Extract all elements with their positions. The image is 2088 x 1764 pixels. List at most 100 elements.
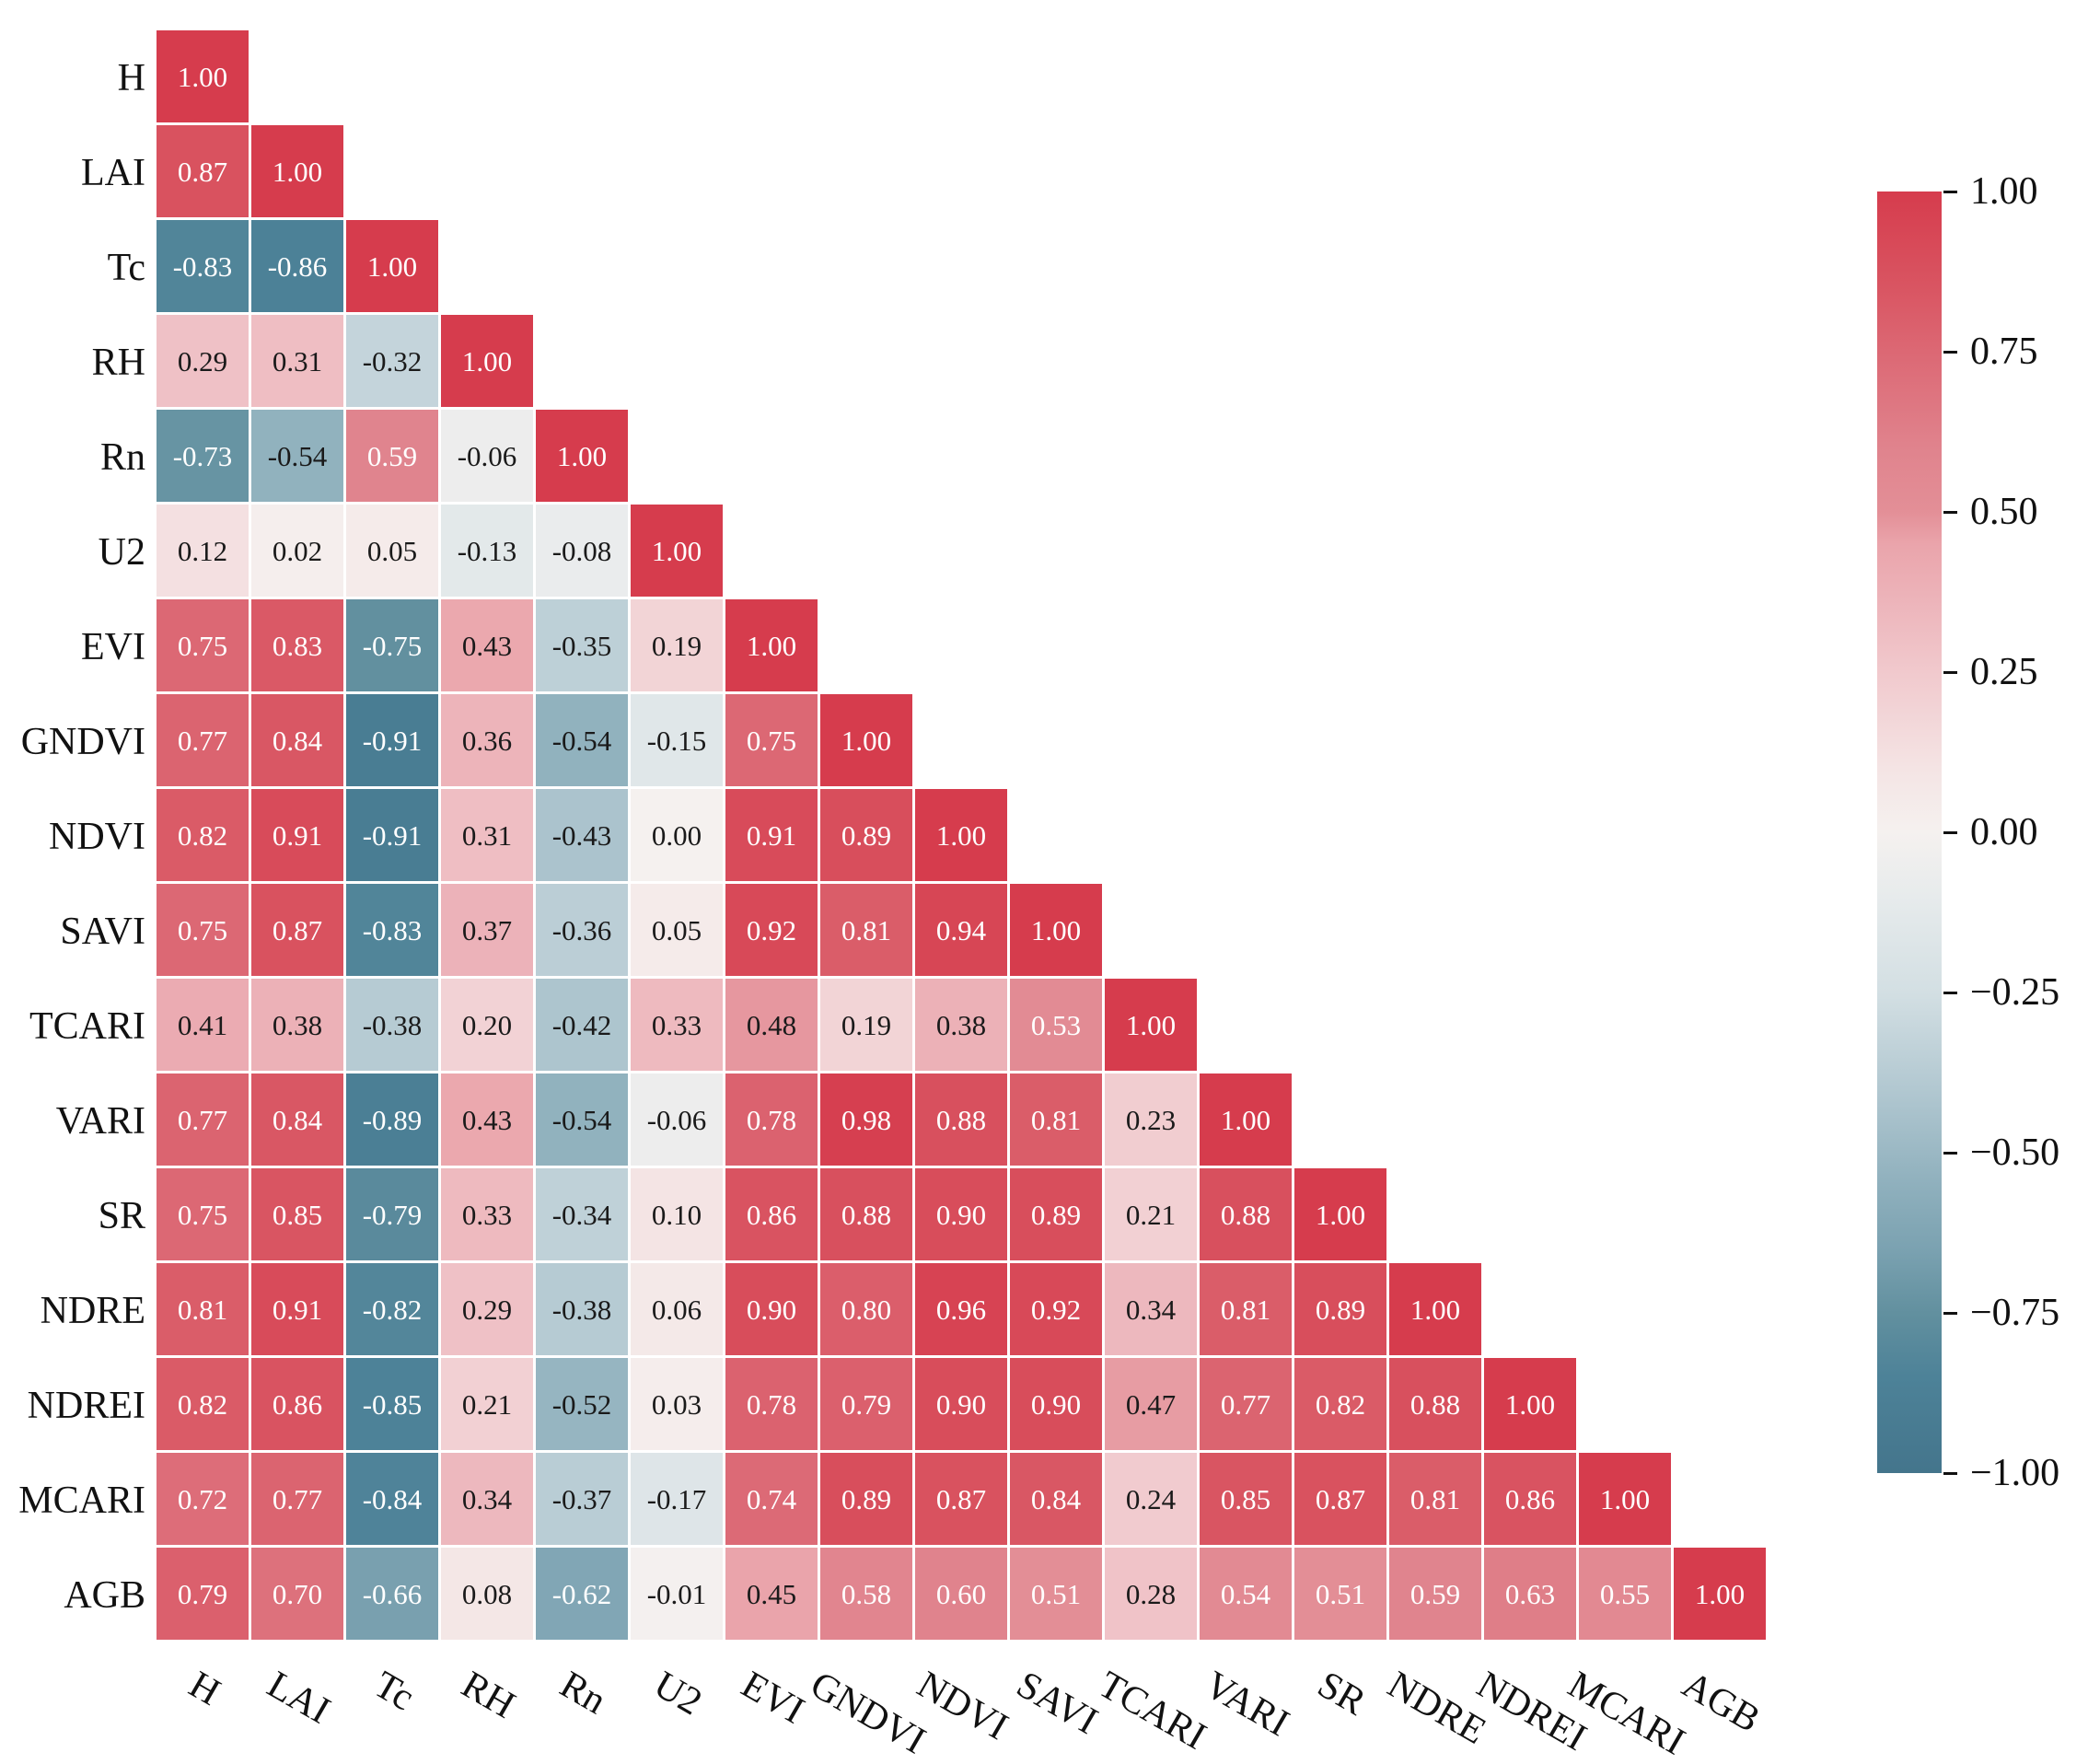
cell-value: 0.91	[272, 818, 323, 852]
cell-value: 1.00	[556, 439, 608, 472]
heatmap-cell-NDVI-U2: 0.00	[631, 789, 723, 881]
cell-value: 0.77	[1220, 1387, 1271, 1421]
cell-value: 0.74	[746, 1482, 797, 1515]
y-tick-label-SR: SR	[98, 1194, 145, 1237]
cell-value: 0.21	[461, 1387, 513, 1421]
cell-value: 0.92	[1030, 1293, 1082, 1326]
cell-value: 0.81	[1220, 1293, 1271, 1326]
heatmap-cell-TCARI-Tc: -0.38	[346, 979, 438, 1071]
cell-value: 0.34	[1125, 1293, 1177, 1326]
cell-value: 1.00	[272, 155, 323, 188]
cell-value: 0.96	[935, 1293, 987, 1326]
heatmap-cell-NDRE-Tc: -0.82	[346, 1263, 438, 1355]
heatmap-cell-VARI-GNDVI: 0.98	[820, 1073, 912, 1166]
heatmap-cell-U2-Rn: -0.08	[536, 505, 628, 597]
cell-value: 0.79	[841, 1387, 892, 1421]
colorbar-tick-label: 0.50	[1970, 491, 2038, 533]
heatmap-cell-NDREI-EVI: 0.78	[725, 1358, 818, 1450]
colorbar-gradient	[1877, 191, 1942, 1473]
x-tick-label-EVI: EVI	[734, 1663, 812, 1733]
cell-value: 0.55	[1599, 1577, 1651, 1610]
x-tick-label-LAI: LAI	[260, 1663, 338, 1733]
x-tick-label-NDRE: NDRE	[1380, 1663, 1493, 1753]
colorbar-tick-mark	[1943, 1311, 1957, 1315]
heatmap-cell-VARI-U2: -0.06	[631, 1073, 723, 1166]
heatmap-cell-SR-NDVI: 0.90	[915, 1168, 1007, 1260]
cell-value: 1.00	[1504, 1387, 1556, 1421]
cell-value: 0.51	[1315, 1577, 1366, 1610]
colorbar-tick-label: −0.50	[1970, 1132, 2060, 1174]
heatmap-cell-SR-RH: 0.33	[441, 1168, 533, 1260]
cell-value: 0.86	[272, 1387, 323, 1421]
cell-value: 0.90	[935, 1198, 987, 1231]
cell-value: 0.08	[461, 1577, 513, 1610]
cell-value: 0.91	[272, 1293, 323, 1326]
cell-value: 0.78	[746, 1103, 797, 1136]
heatmap-cell-NDREI-Rn: -0.52	[536, 1358, 628, 1450]
x-tick-label-SAVI: SAVI	[1009, 1663, 1105, 1744]
cell-value: 0.05	[366, 534, 418, 567]
heatmap-cell-EVI-H: 0.75	[157, 599, 249, 691]
cell-value: -0.89	[362, 1103, 423, 1136]
cell-value: 0.03	[651, 1387, 702, 1421]
cell-value: 0.92	[746, 913, 797, 946]
heatmap-cell-NDVI-EVI: 0.91	[725, 789, 818, 881]
cell-value: -0.54	[267, 439, 328, 472]
heatmap-cell-NDREI-NDVI: 0.90	[915, 1358, 1007, 1450]
cell-value: 0.75	[177, 1198, 228, 1231]
heatmap-cell-MCARI-SAVI: 0.84	[1010, 1453, 1102, 1545]
heatmap-cell-AGB-AGB: 1.00	[1674, 1548, 1766, 1640]
heatmap-cell-AGB-VARI: 0.54	[1200, 1548, 1292, 1640]
cell-value: 0.84	[272, 1103, 323, 1136]
heatmap-cell-NDREI-NDREI: 1.00	[1484, 1358, 1576, 1450]
cell-value: -0.43	[551, 818, 612, 852]
heatmap-cell-NDRE-U2: 0.06	[631, 1263, 723, 1355]
heatmap-cell-NDRE-Rn: -0.38	[536, 1263, 628, 1355]
heatmap-cell-MCARI-EVI: 0.74	[725, 1453, 818, 1545]
cell-value: -0.06	[457, 439, 517, 472]
heatmap-cell-NDREI-LAI: 0.86	[251, 1358, 343, 1450]
cell-value: -0.79	[362, 1198, 423, 1231]
cell-value: -0.36	[551, 913, 612, 946]
cell-value: -0.85	[362, 1387, 423, 1421]
y-tick-label-SAVI: SAVI	[60, 910, 145, 953]
heatmap-cell-NDREI-U2: 0.03	[631, 1358, 723, 1450]
heatmap-cell-NDRE-RH: 0.29	[441, 1263, 533, 1355]
heatmap-cell-SAVI-H: 0.75	[157, 884, 249, 976]
heatmap-cell-NDRE-NDVI: 0.96	[915, 1263, 1007, 1355]
heatmap-cell-SR-SAVI: 0.89	[1010, 1168, 1102, 1260]
cell-value: 1.00	[1599, 1482, 1651, 1515]
heatmap-cell-GNDVI-LAI: 0.84	[251, 694, 343, 786]
heatmap-cell-GNDVI-GNDVI: 1.00	[820, 694, 912, 786]
heatmap-cell-AGB-MCARI: 0.55	[1579, 1548, 1671, 1640]
heatmap-cell-GNDVI-EVI: 0.75	[725, 694, 818, 786]
heatmap-cell-TCARI-U2: 0.33	[631, 979, 723, 1071]
cell-value: 1.00	[1409, 1293, 1461, 1326]
heatmap-cell-SR-SR: 1.00	[1294, 1168, 1386, 1260]
y-tick-label-TCARI: TCARI	[29, 1004, 145, 1048]
heatmap-cell-NDVI-Rn: -0.43	[536, 789, 628, 881]
y-tick-label-NDREI: NDREI	[27, 1384, 145, 1427]
cell-value: -0.54	[551, 724, 612, 757]
cell-value: -0.37	[551, 1482, 612, 1515]
heatmap-cell-VARI-Tc: -0.89	[346, 1073, 438, 1166]
cell-value: 0.19	[651, 629, 702, 662]
cell-value: 0.78	[746, 1387, 797, 1421]
heatmap-cell-NDREI-SAVI: 0.90	[1010, 1358, 1102, 1450]
heatmap-cell-TCARI-H: 0.41	[157, 979, 249, 1071]
heatmap-cell-AGB-Tc: -0.66	[346, 1548, 438, 1640]
heatmap-cell-SR-Rn: -0.34	[536, 1168, 628, 1260]
cell-value: 0.77	[272, 1482, 323, 1515]
colorbar-tick-label: −0.75	[1970, 1292, 2060, 1334]
heatmap-cell-U2-H: 0.12	[157, 505, 249, 597]
cell-value: 0.06	[651, 1293, 702, 1326]
heatmap-cell-TCARI-EVI: 0.48	[725, 979, 818, 1071]
heatmap-cell-EVI-U2: 0.19	[631, 599, 723, 691]
y-tick-label-Rn: Rn	[99, 435, 145, 479]
cell-value: 0.87	[1315, 1482, 1366, 1515]
heatmap-cell-GNDVI-H: 0.77	[157, 694, 249, 786]
cell-value: 1.00	[841, 724, 892, 757]
heatmap-cell-RH-Tc: -0.32	[346, 315, 438, 407]
heatmap-cell-MCARI-U2: -0.17	[631, 1453, 723, 1545]
colorbar-tick-label: 0.00	[1970, 811, 2038, 853]
